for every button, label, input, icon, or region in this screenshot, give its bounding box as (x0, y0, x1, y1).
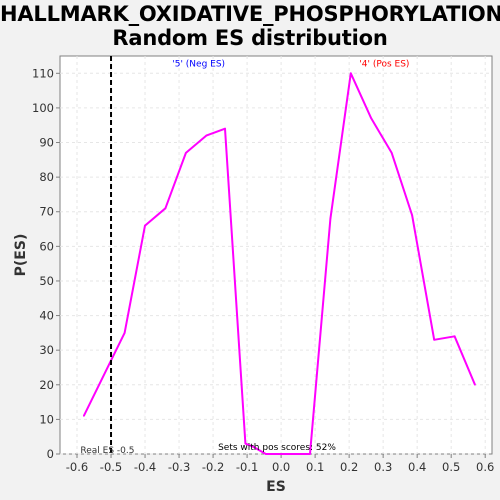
annotation-label: '4' (Pos ES) (359, 59, 409, 69)
y-axis-ticks: 0 10 20 30 40 50 60 70 80 90 100 110 (32, 66, 60, 461)
x-tick-label: 0.6 (476, 460, 494, 474)
chart-title-line1: HALLMARK_OXIDATIVE_PHOSPHORYLATION: (0, 2, 500, 26)
data-point (244, 442, 247, 445)
data-point (453, 335, 456, 338)
data-point (309, 453, 311, 455)
y-tick-label: 100 (32, 101, 54, 115)
data-point (185, 152, 187, 154)
data-point (253, 446, 255, 448)
data-point (280, 453, 282, 455)
y-tick-label: 80 (39, 170, 54, 184)
data-point (264, 453, 267, 455)
y-tick-label: 30 (39, 343, 54, 357)
data-point (350, 72, 352, 75)
x-tick-label: 0.4 (408, 460, 426, 474)
data-point (224, 127, 226, 130)
plot-area (59, 55, 493, 455)
pos-scores-label: Sets with pos scores: 52% (218, 443, 336, 453)
series-line (82, 72, 476, 455)
y-tick-label: 0 (47, 447, 54, 461)
x-tick-label: 0.3 (374, 460, 392, 474)
data-point (144, 224, 146, 227)
data-point (411, 214, 413, 216)
x-axis-title: ES (266, 479, 286, 495)
annotation-label: '5' (Neg ES) (172, 59, 225, 69)
data-point (123, 332, 126, 334)
data-point (205, 134, 208, 137)
grid-lines (60, 56, 492, 455)
y-tick-label: 50 (39, 274, 54, 288)
real-es-label: Real ES -0.5 (80, 446, 134, 456)
y-tick-label: 90 (39, 136, 54, 150)
x-axis-ticks: -0.6 -0.5 -0.4 -0.3 -0.2 -0.1 0.0 0.1 0.2 0.3 0.4 0… (66, 454, 494, 474)
data-point (111, 356, 114, 358)
y-tick-label: 70 (39, 205, 54, 219)
y-tick-label: 110 (32, 66, 54, 80)
data-point (474, 383, 476, 386)
x-tick-label: -0.3 (168, 460, 190, 474)
x-tick-label: 0.5 (442, 460, 460, 474)
x-tick-label: 0.1 (306, 460, 324, 474)
series-layer (82, 72, 476, 455)
x-tick-label: -0.2 (202, 460, 224, 474)
annotation-layer: Real ES -0.5 Sets with pos scores: 52% '5'… (80, 56, 409, 456)
x-tick-label: -0.6 (66, 460, 88, 474)
chart-title-line2: Random ES distribution (112, 26, 388, 50)
y-tick-label: 40 (39, 309, 54, 323)
x-tick-label: 0.0 (272, 460, 290, 474)
data-point (370, 117, 373, 120)
x-tick-label: -0.5 (100, 460, 122, 474)
y-tick-label: 60 (39, 239, 54, 253)
y-tick-label: 20 (39, 378, 54, 392)
x-tick-label: -0.1 (236, 460, 258, 474)
data-point (433, 338, 435, 341)
data-point (299, 453, 301, 455)
x-tick-label: -0.4 (134, 460, 156, 474)
data-point (329, 217, 332, 220)
data-point (390, 152, 393, 154)
data-point (164, 207, 167, 210)
y-axis-title: P(ES) (13, 234, 29, 277)
y-tick-label: 10 (39, 412, 54, 426)
x-tick-label: 0.2 (340, 460, 358, 474)
data-point (83, 415, 85, 417)
